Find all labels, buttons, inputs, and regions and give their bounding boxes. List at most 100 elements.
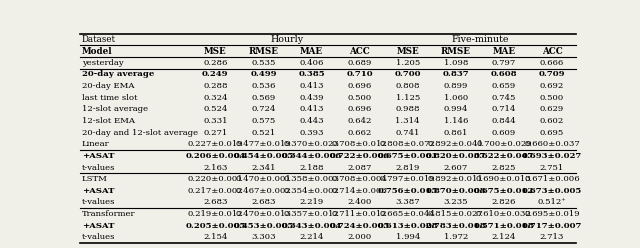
Text: 0.569: 0.569: [252, 94, 276, 102]
Text: 0.994: 0.994: [444, 105, 468, 113]
Text: 0.695: 0.695: [540, 129, 564, 137]
Text: 2.188: 2.188: [300, 163, 324, 172]
Text: 0.695±0.019: 0.695±0.019: [524, 210, 580, 218]
Text: 0.820±0.037: 0.820±0.037: [426, 152, 486, 160]
Text: 0.219±0.012: 0.219±0.012: [188, 210, 243, 218]
Text: t-values: t-values: [82, 233, 115, 242]
Text: 0.756±0.015: 0.756±0.015: [378, 187, 438, 195]
Text: 0.512⁺: 0.512⁺: [538, 198, 566, 207]
Text: 2.341: 2.341: [251, 163, 276, 172]
Text: 1.205: 1.205: [396, 59, 420, 67]
Text: 20-day EMA: 20-day EMA: [82, 82, 134, 90]
Text: 0.671±0.006: 0.671±0.006: [524, 175, 580, 183]
Text: 0.797±0.019: 0.797±0.019: [380, 175, 435, 183]
Text: 0.708±0.004: 0.708±0.004: [332, 175, 388, 183]
Text: 0.988: 0.988: [396, 105, 420, 113]
Text: 0.717±0.007: 0.717±0.007: [522, 222, 582, 230]
Text: 0.413: 0.413: [300, 82, 324, 90]
Text: MSE: MSE: [204, 47, 227, 56]
Text: 0.892±0.011: 0.892±0.011: [428, 175, 484, 183]
Text: last time slot: last time slot: [82, 94, 138, 102]
Text: 20-day average: 20-day average: [82, 70, 154, 78]
Text: 3.387: 3.387: [396, 198, 420, 207]
Text: 1.060: 1.060: [444, 94, 468, 102]
Text: 0.609: 0.609: [492, 129, 516, 137]
Text: 0.815±0.027: 0.815±0.027: [428, 210, 484, 218]
Text: 0.690±0.013: 0.690±0.013: [476, 175, 532, 183]
Text: 0.783±0.018: 0.783±0.018: [426, 222, 486, 230]
Text: 0.642: 0.642: [348, 117, 372, 125]
Text: 2.087: 2.087: [348, 163, 372, 172]
Text: 0.354±0.002: 0.354±0.002: [284, 187, 339, 195]
Text: 0.535: 0.535: [252, 59, 276, 67]
Text: 0.500: 0.500: [540, 94, 564, 102]
Text: 0.499: 0.499: [250, 70, 276, 78]
Text: 0.693±0.027: 0.693±0.027: [522, 152, 582, 160]
Text: 0.220±0.001: 0.220±0.001: [188, 175, 243, 183]
Text: 0.271: 0.271: [204, 129, 227, 137]
Text: 0.724±0.005: 0.724±0.005: [330, 222, 390, 230]
Text: 0.286: 0.286: [203, 59, 228, 67]
Text: Model: Model: [82, 47, 113, 56]
Text: 2.154: 2.154: [203, 233, 228, 242]
Text: 0.470±0.001: 0.470±0.001: [236, 175, 291, 183]
Text: 2.683: 2.683: [203, 198, 228, 207]
Text: 2.219: 2.219: [300, 198, 324, 207]
Text: 0.689: 0.689: [348, 59, 372, 67]
Text: 0.357±0.012: 0.357±0.012: [284, 210, 339, 218]
Text: 2.000: 2.000: [348, 233, 372, 242]
Text: t-values: t-values: [82, 198, 115, 207]
Text: 0.870±0.008: 0.870±0.008: [426, 187, 486, 195]
Text: 0.571±0.018: 0.571±0.018: [474, 222, 534, 230]
Text: 0.500: 0.500: [348, 94, 372, 102]
Text: 2.163: 2.163: [203, 163, 228, 172]
Text: 0.714±0.003: 0.714±0.003: [332, 187, 388, 195]
Text: 0.288: 0.288: [203, 82, 228, 90]
Text: 2.826: 2.826: [492, 198, 516, 207]
Text: 0.808: 0.808: [396, 82, 420, 90]
Text: 0.393: 0.393: [300, 129, 324, 137]
Text: 0.708±0.012: 0.708±0.012: [332, 140, 387, 148]
Text: 12-slot average: 12-slot average: [82, 105, 148, 113]
Text: 0.439: 0.439: [300, 94, 324, 102]
Text: 0.844: 0.844: [492, 117, 516, 125]
Text: 2.214: 2.214: [300, 233, 324, 242]
Text: 0.673±0.005: 0.673±0.005: [522, 187, 582, 195]
Text: 0.714: 0.714: [492, 105, 516, 113]
Text: 1.125: 1.125: [396, 94, 420, 102]
Text: Hourly: Hourly: [271, 35, 304, 44]
Text: 0.249: 0.249: [202, 70, 228, 78]
Text: 0.660±0.037: 0.660±0.037: [524, 140, 580, 148]
Text: +ASAT: +ASAT: [82, 187, 115, 195]
Text: 1.314: 1.314: [396, 117, 420, 125]
Text: +ASAT: +ASAT: [82, 222, 115, 230]
Text: 0.692: 0.692: [540, 82, 564, 90]
Text: 1.146: 1.146: [444, 117, 468, 125]
Text: 2.713: 2.713: [540, 233, 564, 242]
Text: +ASAT: +ASAT: [82, 152, 115, 160]
Text: 0.741: 0.741: [396, 129, 420, 137]
Text: 0.344±0.006: 0.344±0.006: [282, 152, 342, 160]
Text: Transformer: Transformer: [82, 210, 136, 218]
Text: 0.524: 0.524: [203, 105, 228, 113]
Text: 0.722±0.006: 0.722±0.006: [330, 152, 390, 160]
Text: 0.610±0.032: 0.610±0.032: [476, 210, 532, 218]
Text: 0.797: 0.797: [492, 59, 516, 67]
Text: 3.303: 3.303: [251, 233, 276, 242]
Text: 0.536: 0.536: [252, 82, 276, 90]
Text: 2.683: 2.683: [251, 198, 276, 207]
Text: 0.205±0.005: 0.205±0.005: [185, 222, 246, 230]
Text: 0.217±0.002: 0.217±0.002: [188, 187, 243, 195]
Text: 0.745: 0.745: [492, 94, 516, 102]
Text: 0.324: 0.324: [203, 94, 228, 102]
Text: RMSE: RMSE: [248, 47, 278, 56]
Text: ACC: ACC: [349, 47, 370, 56]
Text: 0.659: 0.659: [492, 82, 516, 90]
Text: 0.696: 0.696: [348, 105, 372, 113]
Text: 2.124: 2.124: [492, 233, 516, 242]
Text: MAE: MAE: [492, 47, 515, 56]
Text: 0.675±0.012: 0.675±0.012: [474, 187, 534, 195]
Text: 0.666: 0.666: [540, 59, 564, 67]
Text: Dataset: Dataset: [82, 35, 116, 44]
Text: 2.825: 2.825: [492, 163, 516, 172]
